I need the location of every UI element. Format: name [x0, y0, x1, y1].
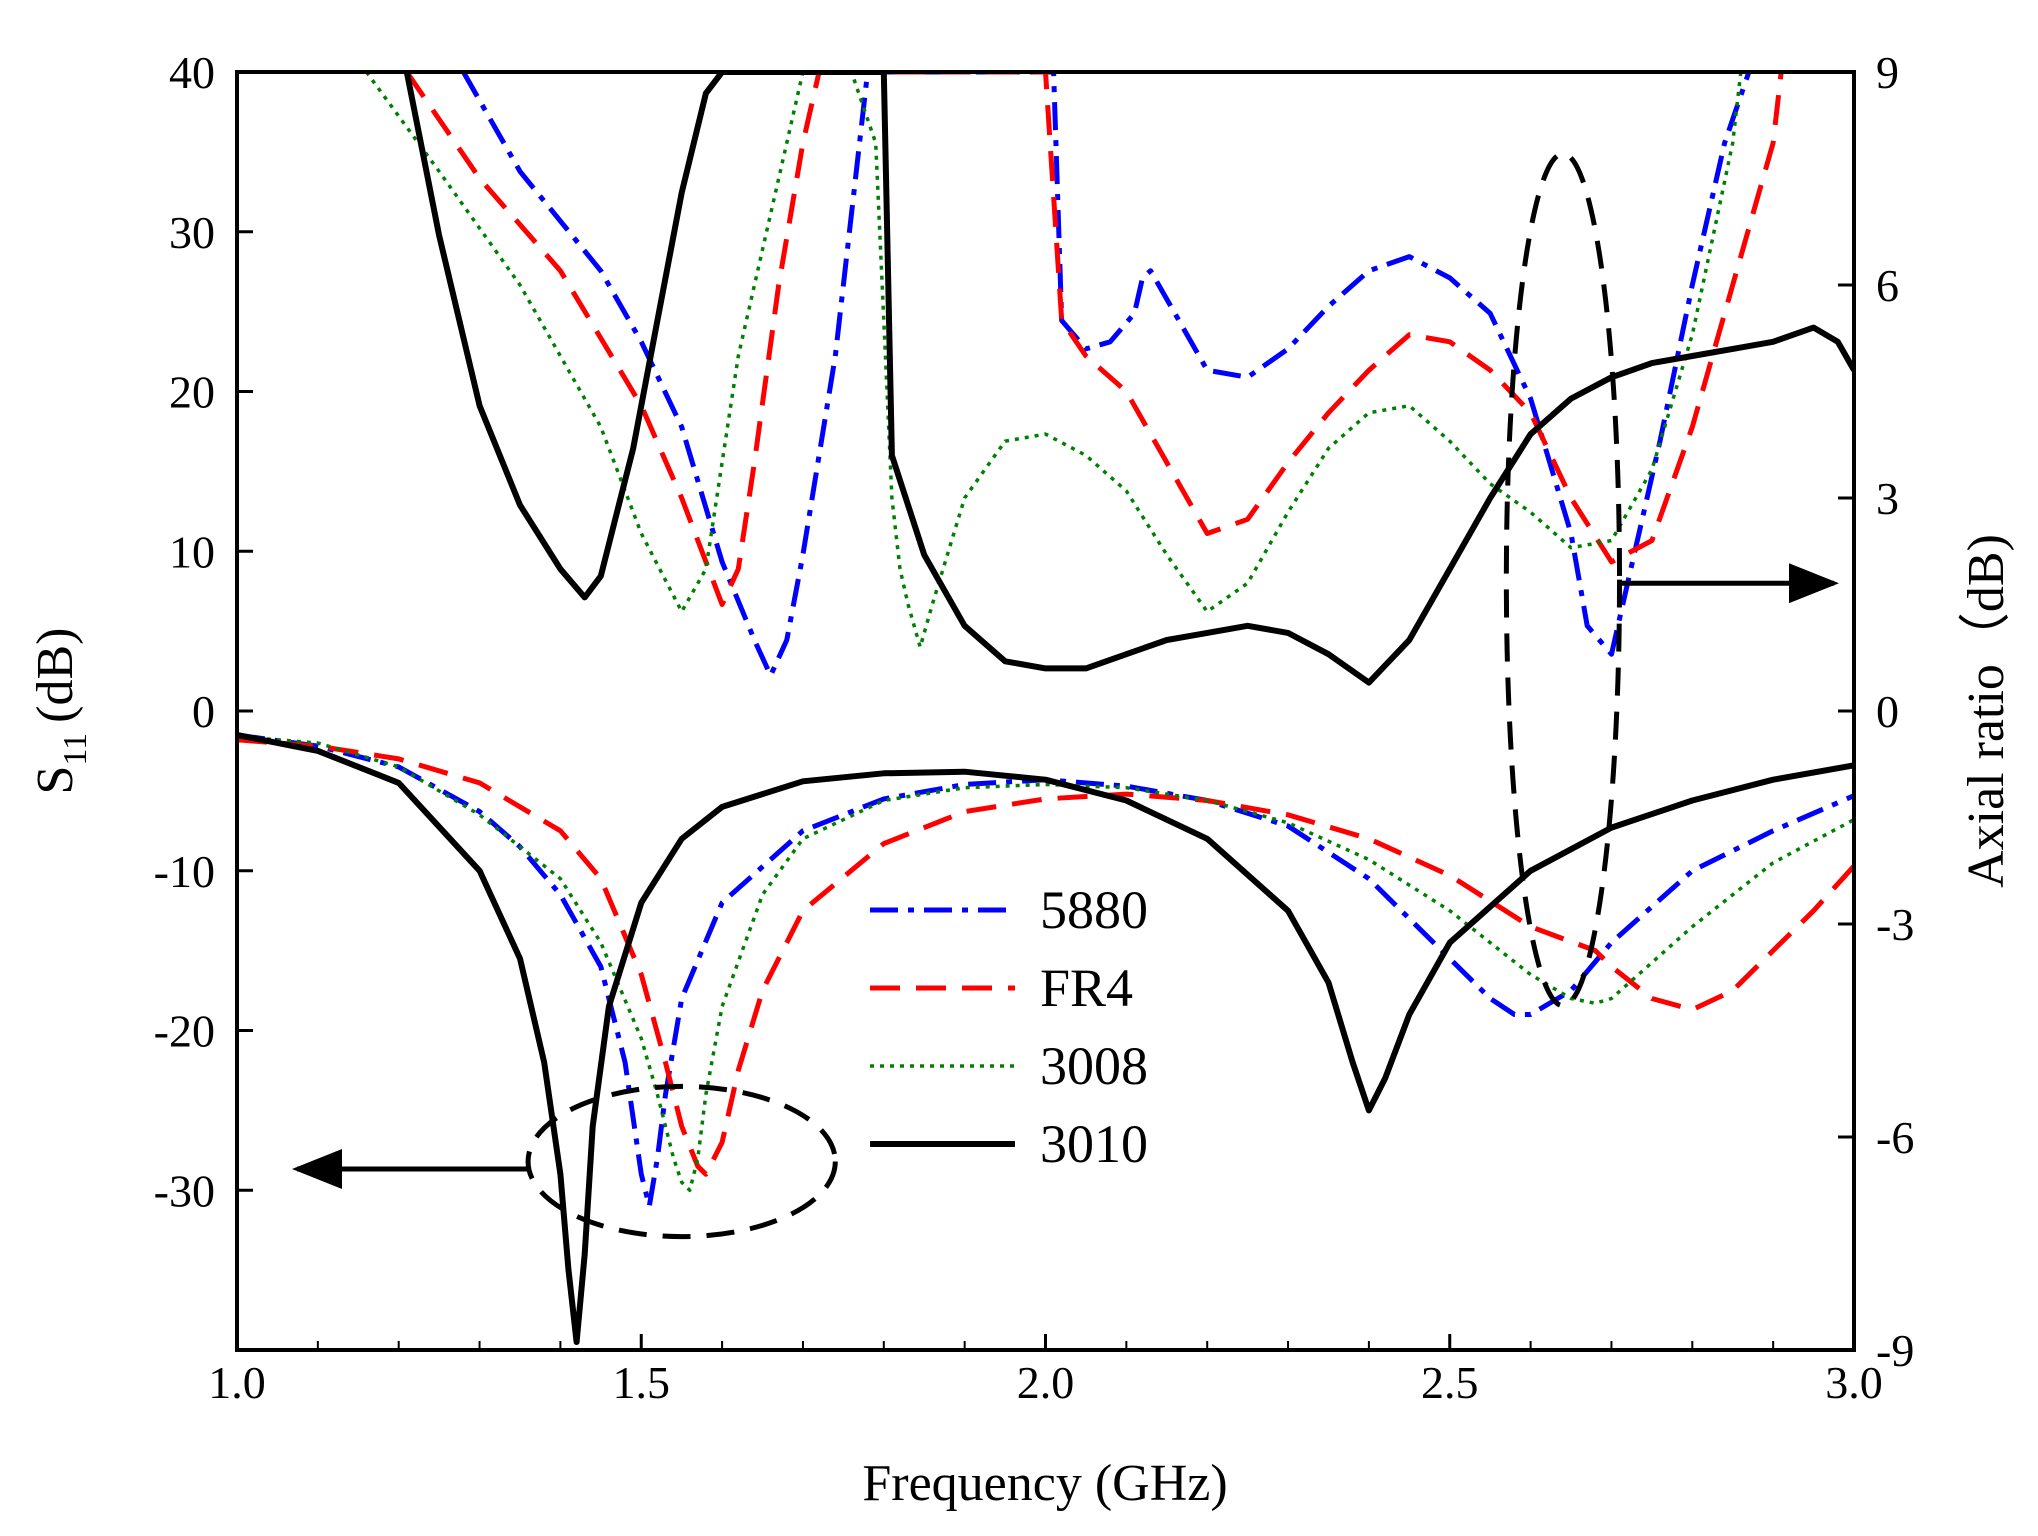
legend-label-3008: 3008 — [1040, 1036, 1148, 1096]
series-line-3008-ar — [364, 72, 1743, 649]
y-axis-left-sub: 11 — [57, 733, 94, 766]
y-left-tick-label: 40 — [169, 47, 215, 98]
annotation-ellipse-1 — [525, 1083, 838, 1240]
x-tick-label: 1.5 — [613, 1357, 671, 1408]
x-tick-label: 2.0 — [1017, 1357, 1075, 1408]
y-right-tick-label: 9 — [1876, 47, 1899, 98]
y-left-tick-label: -10 — [154, 846, 215, 897]
y-axis-right-title: Axial ratio（dB) — [1958, 534, 2015, 888]
y-right-tick-label: 6 — [1876, 260, 1899, 311]
x-tick-label: 1.0 — [208, 1357, 266, 1408]
x-tick-label: 2.5 — [1421, 1357, 1479, 1408]
y-left-tick-label: 10 — [169, 526, 215, 577]
series-line-fr4-ar — [404, 72, 1784, 607]
y-right-tick-label: 0 — [1876, 686, 1899, 737]
series-line-3010 — [237, 732, 1854, 1345]
x-tick-label: 3.0 — [1825, 1357, 1883, 1408]
y-left-tick-label: 30 — [169, 207, 215, 258]
series-line-3008 — [237, 734, 1854, 1193]
series-line-fr4 — [237, 737, 1854, 1177]
series-line-5880 — [237, 732, 1854, 1209]
axis-titles: Frequency (GHz) S11 (dB) Axial ratio（dB) — [27, 534, 2015, 1512]
legend-label-3010: 3010 — [1040, 1114, 1148, 1174]
y-right-tick-label: 3 — [1876, 473, 1899, 524]
axis-layer: 1.0 1.5 2.0 2.5 3.0403020100-10-20-309630-3-… — [154, 47, 1915, 1408]
y-right-tick-label: -6 — [1876, 1112, 1914, 1163]
y-left-tick-label: -20 — [154, 1006, 215, 1057]
legend: 5880 FR4 3008 3010 — [870, 880, 1148, 1174]
y-right-tick-label: -9 — [1876, 1325, 1914, 1376]
annotation-ellipse-2 — [1503, 151, 1623, 1009]
series-line-5880-ar — [461, 72, 1752, 678]
y-axis-left-main: S — [27, 766, 84, 795]
y-left-tick-label: 20 — [169, 367, 215, 418]
legend-label-5880: 5880 — [1040, 880, 1148, 940]
y-axis-left-unit: (dB) — [27, 628, 84, 723]
series-line-3010-ar — [403, 72, 1854, 686]
series-layer — [237, 72, 1854, 1345]
y-left-tick-label: 0 — [192, 686, 215, 737]
legend-label-fr4: FR4 — [1040, 958, 1133, 1018]
x-axis-title: Frequency (GHz) — [862, 1455, 1227, 1512]
annotation-layer — [292, 151, 1839, 1240]
y-right-tick-label: -3 — [1876, 899, 1914, 950]
y-left-tick-label: -30 — [154, 1165, 215, 1216]
y-axis-left-title: S11 (dB) — [27, 628, 94, 795]
